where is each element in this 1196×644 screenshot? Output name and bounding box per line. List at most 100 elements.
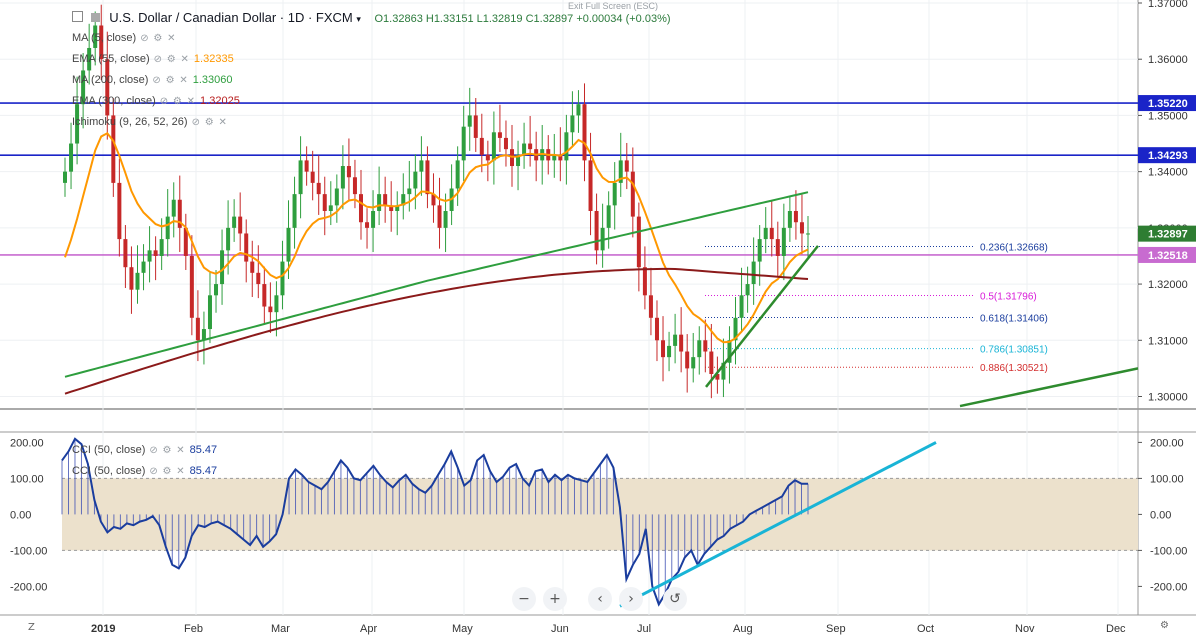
cci-indicator-label: CCI (50, close) [72, 465, 146, 477]
candle-body [685, 351, 690, 369]
x-tick-label: Sep [826, 623, 846, 635]
zoom-corner-icon[interactable]: Z [28, 622, 35, 633]
candle-body [238, 216, 243, 234]
chart-title: U.S. Dollar / Canadian Dollar · 1D · FXC… [72, 10, 671, 25]
candle-body [612, 182, 617, 206]
candle-body [648, 295, 653, 318]
candle-body [443, 210, 448, 228]
cci-indicator-row[interactable]: CCI (50, close) ⊘ ⚙ ✕ 85.47 [72, 444, 217, 456]
level-price-label: 1.34293 [1148, 150, 1188, 162]
candle-body [75, 104, 80, 144]
candle-body [479, 137, 484, 155]
candle-body [117, 182, 122, 240]
candle-body [570, 115, 575, 133]
indicator-row[interactable]: EMA (300, close) ⊘ ⚙ ✕ 1.32025 [72, 95, 240, 107]
indicator-value: 1.33060 [192, 74, 233, 86]
legend-controls-icon[interactable]: ⊘ ⚙ ✕ [149, 466, 186, 477]
symbol-label[interactable]: U.S. Dollar / Canadian Dollar · 1D · FXC… [109, 10, 353, 25]
scroll-left-button[interactable]: ‹ [588, 587, 612, 611]
candle-body [383, 194, 388, 206]
trendline-cci [619, 441, 937, 608]
candle-body [207, 295, 212, 330]
cci-indicator-value: 85.47 [189, 465, 218, 477]
legend-controls-icon[interactable]: ⊘ ⚙ ✕ [191, 117, 228, 128]
candle-body [153, 250, 158, 256]
indicator-row[interactable]: EMA (55, close) ⊘ ⚙ ✕ 1.32335 [72, 53, 234, 65]
candle-body [709, 351, 714, 375]
indicator-value: 1.32335 [193, 53, 234, 65]
candle-body [310, 171, 315, 183]
zoom-in-button[interactable]: + [543, 587, 567, 611]
x-tick-label: Nov [1015, 623, 1035, 635]
candle-body [745, 284, 750, 296]
candle-body [588, 160, 593, 211]
candle-body [419, 160, 424, 172]
y-tick-label: 1.36000 [1148, 54, 1188, 66]
fib-level-label: 0.236(1.32668) [980, 243, 1048, 254]
ema-55-line [64, 132, 809, 344]
indicator-label: Ichimoku (9, 26, 52, 26) [72, 116, 188, 128]
candle-body [220, 250, 225, 285]
candle-body [262, 284, 267, 307]
candle-body [214, 284, 219, 296]
cci-indicator-value: 85.47 [189, 444, 218, 456]
legend-controls-icon[interactable]: ⊘ ⚙ ✕ [140, 33, 177, 44]
candle-body [377, 194, 382, 211]
price-axis-tag-label: 1.32897 [1148, 229, 1188, 241]
candle-body [558, 154, 563, 161]
candle-body [552, 154, 557, 161]
scroll-right-button[interactable]: › [619, 587, 643, 611]
trendline-upper-pane [705, 245, 819, 388]
indicator-row[interactable]: MA (200, close) ⊘ ⚙ ✕ 1.33060 [72, 74, 232, 86]
ohlc-readout: O1.32863 H1.33151 L1.32819 C1.32897 +0.0… [374, 13, 671, 25]
candle-body [763, 227, 768, 240]
candle-body [793, 210, 798, 223]
candle-body [371, 210, 376, 228]
candle-body [280, 261, 285, 296]
x-tick-label: Mar [271, 623, 290, 635]
candle-body [715, 374, 720, 380]
candle-body [485, 154, 490, 161]
legend-controls-icon[interactable]: ⊘ ⚙ ✕ [153, 54, 190, 65]
legend-controls-icon[interactable]: ⊘ ⚙ ✕ [159, 96, 197, 107]
candle-body [769, 227, 774, 240]
zoom-out-button[interactable]: − [512, 587, 536, 611]
level-price-tag [1138, 95, 1196, 112]
candle-body [757, 239, 762, 262]
candle-body [739, 295, 744, 318]
cci-indicator-row[interactable]: CCI (50, close) ⊘ ⚙ ✕ 85.47 [72, 465, 217, 477]
candle-body [358, 194, 363, 223]
fib-level-label: 0.886(1.30521) [980, 363, 1048, 374]
price-axis-tag [1138, 225, 1196, 242]
x-tick-label: Oct [917, 623, 934, 635]
candle-body [352, 177, 357, 195]
candle-body [93, 25, 98, 48]
reset-chart-button[interactable]: ↺ [663, 587, 687, 611]
candle-body [87, 47, 92, 71]
legend-controls-icon[interactable]: ⊘ ⚙ ✕ [152, 75, 189, 86]
indicator-row[interactable]: Ichimoku (9, 26, 52, 26) ⊘ ⚙ ✕ [72, 116, 232, 128]
indicator-row[interactable]: MA (5, close) ⊘ ⚙ ✕ [72, 32, 180, 44]
candle-body [123, 239, 128, 268]
candle-body [105, 59, 110, 116]
candle-body [334, 188, 339, 206]
settings-gear-icon[interactable]: ⚙ [1160, 620, 1169, 631]
exit-fullscreen-hint[interactable]: Exit Full Screen (ESC) [568, 1, 659, 11]
x-tick-label: Aug [733, 623, 753, 635]
candle-body [407, 188, 412, 195]
indicator-label: EMA (300, close) [72, 95, 156, 107]
legend-controls-icon[interactable]: ⊘ ⚙ ✕ [149, 445, 186, 456]
candle-body [268, 306, 273, 313]
fib-level-label: 0.618(1.31406) [980, 313, 1048, 324]
cci-y-tick-label-left: -100.00 [10, 545, 47, 557]
candle-body [147, 250, 152, 262]
candle-body [159, 239, 164, 256]
candle-body [304, 160, 309, 172]
cci-y-tick-label-right: -100.00 [1150, 545, 1187, 557]
x-tick-label: Jul [637, 623, 651, 635]
candle-body [654, 317, 659, 341]
x-tick-label: Dec [1106, 623, 1126, 635]
chevron-down-icon[interactable]: ▾ [356, 14, 361, 24]
candle-body [697, 340, 702, 358]
candle-body [286, 227, 291, 262]
